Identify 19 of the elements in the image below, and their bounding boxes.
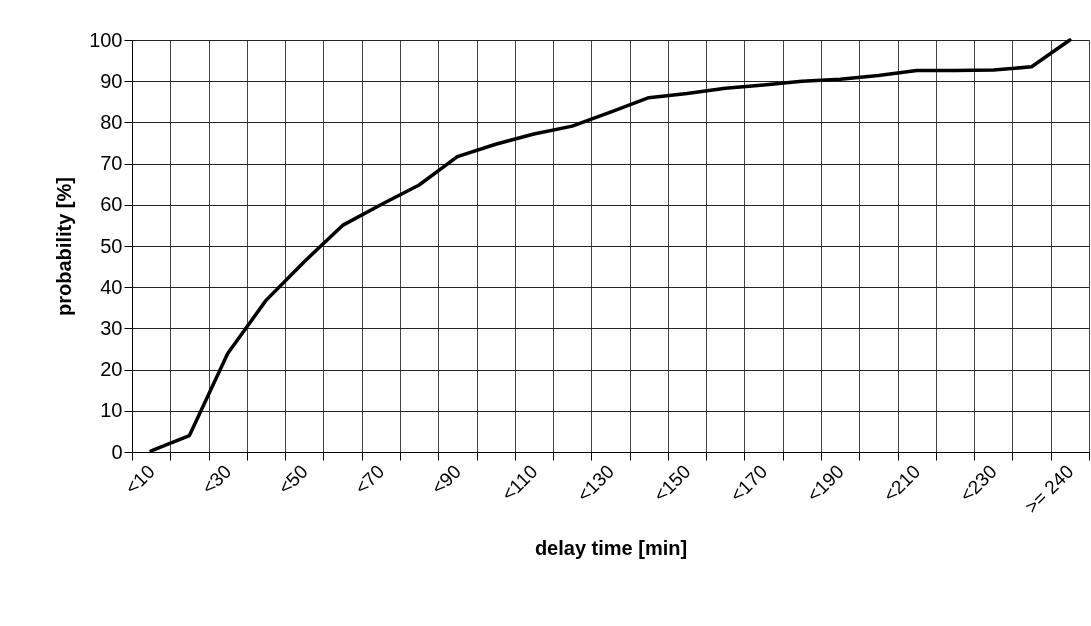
y-tick-label: 40 <box>100 275 123 298</box>
x-tick-label: <90 <box>427 460 465 499</box>
y-axis-title: probability [%] <box>53 177 76 316</box>
x-tick-label: <70 <box>350 460 389 499</box>
y-tick-label: 70 <box>100 152 123 175</box>
y-tick-label: 60 <box>100 193 123 216</box>
y-tick-label: 10 <box>100 399 123 422</box>
y-tick-label: 100 <box>89 28 123 51</box>
x-tick-label: <10 <box>121 460 159 499</box>
y-tick-label: 80 <box>100 110 123 133</box>
y-tick-label: 20 <box>100 358 123 381</box>
y-tick-label: 30 <box>100 316 123 339</box>
y-tick-label: 50 <box>100 234 123 257</box>
x-tick-label: <50 <box>274 460 312 499</box>
x-tick-label: <30 <box>197 460 236 499</box>
x-axis-title: delay time [min] <box>534 537 688 560</box>
y-tick-label: 0 <box>111 440 123 463</box>
y-tick-label: 90 <box>100 69 123 92</box>
x-tick-label: >= 240 <box>1020 460 1078 518</box>
